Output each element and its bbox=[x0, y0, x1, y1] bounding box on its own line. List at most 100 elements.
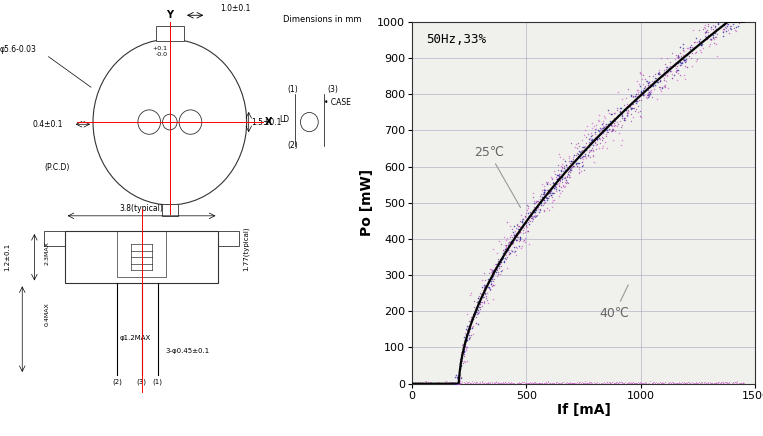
Point bbox=[526, 190, 539, 197]
Point bbox=[637, 71, 649, 78]
Point bbox=[475, 305, 487, 312]
Point bbox=[670, 68, 682, 75]
Point bbox=[501, 242, 513, 249]
Point bbox=[673, 380, 685, 387]
Point bbox=[591, 136, 604, 143]
Point bbox=[536, 187, 548, 194]
Point bbox=[545, 173, 557, 180]
Point bbox=[538, 185, 550, 192]
Point bbox=[497, 250, 510, 257]
Point bbox=[717, 25, 729, 32]
Point bbox=[508, 379, 520, 386]
Point bbox=[502, 241, 514, 248]
Point bbox=[718, 21, 730, 28]
Point bbox=[694, 36, 706, 43]
Point bbox=[483, 379, 495, 386]
Point bbox=[674, 71, 686, 78]
Point bbox=[578, 379, 590, 386]
Point bbox=[513, 233, 526, 240]
Point bbox=[700, 34, 713, 41]
Point bbox=[470, 378, 482, 385]
Point bbox=[529, 380, 541, 387]
Point bbox=[498, 242, 510, 249]
Point bbox=[478, 290, 491, 297]
Point bbox=[574, 154, 586, 161]
Point bbox=[719, 379, 731, 386]
Point bbox=[586, 125, 598, 132]
Point bbox=[626, 379, 638, 386]
Point bbox=[570, 380, 582, 387]
Point bbox=[565, 164, 577, 171]
Point bbox=[568, 380, 581, 387]
Point bbox=[653, 380, 665, 387]
Point bbox=[653, 66, 665, 73]
Point bbox=[544, 188, 556, 195]
Point bbox=[681, 380, 693, 387]
Point bbox=[488, 266, 500, 273]
Point bbox=[621, 113, 633, 120]
Point bbox=[684, 41, 697, 48]
Point bbox=[487, 269, 499, 276]
Point bbox=[459, 351, 471, 358]
Point bbox=[708, 39, 720, 46]
Text: (1): (1) bbox=[287, 85, 298, 94]
Text: 1.0±0.1: 1.0±0.1 bbox=[221, 4, 251, 13]
Point bbox=[684, 45, 697, 52]
Point bbox=[727, 15, 739, 22]
Point bbox=[628, 379, 640, 386]
Point bbox=[667, 380, 679, 387]
Point bbox=[643, 92, 655, 99]
Point bbox=[555, 380, 567, 387]
Point bbox=[606, 122, 618, 129]
Point bbox=[503, 239, 515, 246]
Point bbox=[451, 374, 463, 381]
Point bbox=[541, 180, 553, 187]
Point bbox=[548, 379, 560, 386]
Point bbox=[590, 135, 602, 142]
Point bbox=[599, 379, 611, 386]
Point bbox=[611, 379, 623, 386]
Point bbox=[511, 220, 523, 227]
Point bbox=[443, 379, 456, 386]
Point bbox=[551, 176, 563, 183]
Point bbox=[558, 163, 570, 170]
Point bbox=[685, 380, 697, 387]
Point bbox=[605, 128, 617, 135]
Point bbox=[464, 379, 476, 386]
Point bbox=[690, 379, 702, 386]
Point bbox=[466, 324, 478, 330]
Point bbox=[479, 281, 491, 288]
Point bbox=[553, 182, 565, 189]
Point bbox=[534, 379, 546, 386]
Point bbox=[674, 56, 687, 63]
Point bbox=[467, 314, 479, 321]
Point bbox=[563, 163, 575, 170]
Point bbox=[517, 215, 530, 222]
Point bbox=[591, 380, 604, 387]
Point bbox=[443, 378, 455, 385]
Point bbox=[489, 263, 501, 270]
Point bbox=[555, 184, 568, 191]
Point bbox=[533, 205, 545, 212]
Point bbox=[655, 78, 667, 85]
Point bbox=[517, 238, 530, 245]
Point bbox=[609, 380, 621, 387]
Point bbox=[526, 215, 539, 222]
Point bbox=[555, 174, 568, 181]
Point bbox=[539, 199, 552, 206]
Point bbox=[600, 380, 612, 387]
Point bbox=[476, 302, 488, 309]
Point bbox=[522, 379, 534, 386]
Text: 1.2±0.1: 1.2±0.1 bbox=[4, 243, 10, 271]
Point bbox=[655, 379, 667, 386]
Point bbox=[436, 380, 448, 387]
Point bbox=[641, 380, 653, 387]
Point bbox=[439, 379, 451, 386]
Point bbox=[500, 245, 512, 252]
Point bbox=[702, 32, 714, 39]
Point bbox=[430, 379, 443, 386]
Point bbox=[495, 380, 507, 387]
Point bbox=[688, 39, 700, 46]
Point bbox=[609, 379, 621, 386]
Point bbox=[516, 216, 528, 223]
